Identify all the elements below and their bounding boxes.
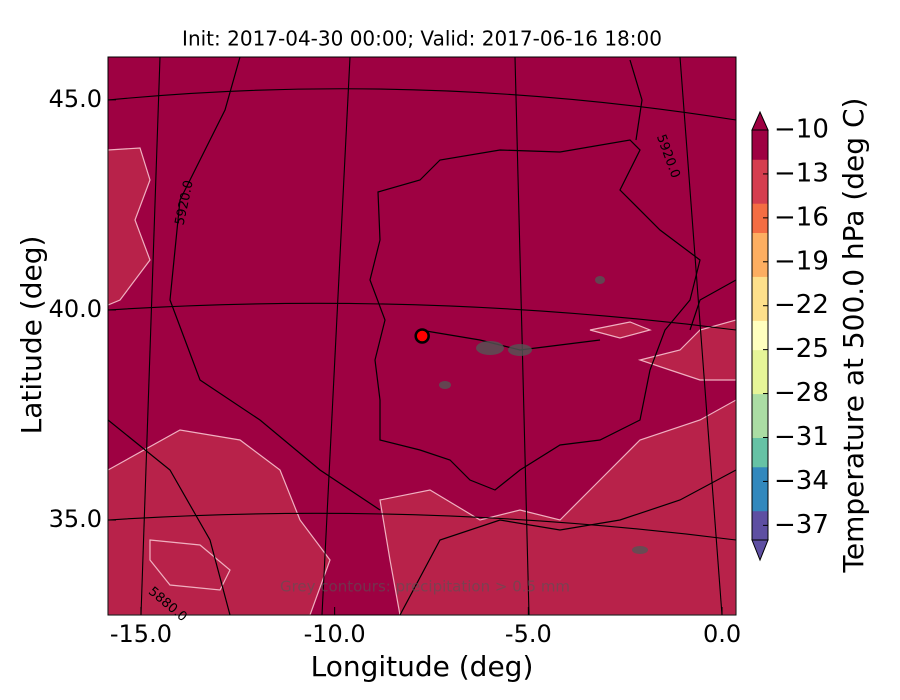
colorbar-tick-label: −28 xyxy=(774,378,829,408)
y-tick-label: 35.0 xyxy=(49,505,102,533)
coastline xyxy=(108,57,736,615)
colorbar-swatch xyxy=(752,159,768,175)
y-axis-label: Latitude (deg) xyxy=(15,236,48,435)
colorbar-swatch xyxy=(752,364,768,380)
colorbar-swatch xyxy=(752,305,768,321)
colorbar-tick-label: −13 xyxy=(774,158,829,188)
colorbar-tick-label: −16 xyxy=(774,202,829,232)
white-contours xyxy=(108,147,736,615)
colorbar-label: Temperature at 500.0 hPa (deg C) xyxy=(837,98,870,574)
x-tick-label: -10.0 xyxy=(304,620,366,648)
colorbar-swatch xyxy=(752,261,768,277)
colorbar-extend xyxy=(751,110,769,131)
colorbar-swatch xyxy=(752,173,768,190)
colorbar-extend xyxy=(751,539,769,562)
x-tick-label: 0.0 xyxy=(703,620,741,648)
colorbar-swatch xyxy=(752,466,768,482)
colorbar-swatch xyxy=(752,291,768,307)
colorbar-swatch xyxy=(752,130,768,146)
location-marker xyxy=(414,328,430,344)
map-title: Init: 2017-04-30 00:00; Valid: 2017-06-1… xyxy=(182,27,662,51)
colorbar-swatch xyxy=(752,437,768,453)
colorbar-swatch xyxy=(752,349,768,365)
y-tick-label: 45.0 xyxy=(49,85,102,113)
colorbar-swatch xyxy=(752,276,768,292)
colorbar-swatch xyxy=(752,422,768,438)
colorbar-swatch xyxy=(752,481,768,497)
colorbar-swatch xyxy=(752,393,768,409)
colorbar-swatch xyxy=(752,335,768,351)
colorbar-tick-label: −31 xyxy=(774,422,829,452)
colorbar-frame xyxy=(751,129,769,541)
colorbar-swatch xyxy=(752,525,768,541)
colorbar-swatch xyxy=(752,378,768,395)
colorbar-tick-label: −19 xyxy=(774,246,829,276)
x-tick-label: -5.0 xyxy=(505,620,552,648)
map-lines xyxy=(108,57,736,615)
precip-note: Grey contours: precipitation > 0.5 mm xyxy=(280,578,570,596)
graticule xyxy=(108,57,736,615)
colorbar-swatch xyxy=(752,510,768,526)
colorbar-swatch xyxy=(752,247,768,263)
colorbar-swatch xyxy=(752,188,768,204)
colorbar-swatch xyxy=(752,217,768,233)
colorbar-swatch xyxy=(752,452,768,468)
colorbar-tick-label: −25 xyxy=(774,334,829,364)
precip-contours xyxy=(439,276,648,554)
colorbar-tick-label: −22 xyxy=(774,290,829,320)
colorbar-tick-label: −34 xyxy=(774,466,829,496)
colorbar-swatch xyxy=(752,144,768,160)
colorbar-swatch xyxy=(752,320,768,336)
colorbar-swatch xyxy=(752,496,768,512)
colorbar-tick-label: −10 xyxy=(774,115,829,145)
colorbar-swatch xyxy=(752,408,768,424)
x-axis-label: Longitude (deg) xyxy=(311,650,534,683)
plot-frame xyxy=(107,56,737,616)
y-tick-label: 40.0 xyxy=(49,295,102,323)
colorbar-swatch xyxy=(752,203,768,219)
x-tick-label: -15.0 xyxy=(110,620,172,648)
colorbar-swatch xyxy=(752,232,768,248)
colorbar-tick-label: −37 xyxy=(774,510,829,540)
